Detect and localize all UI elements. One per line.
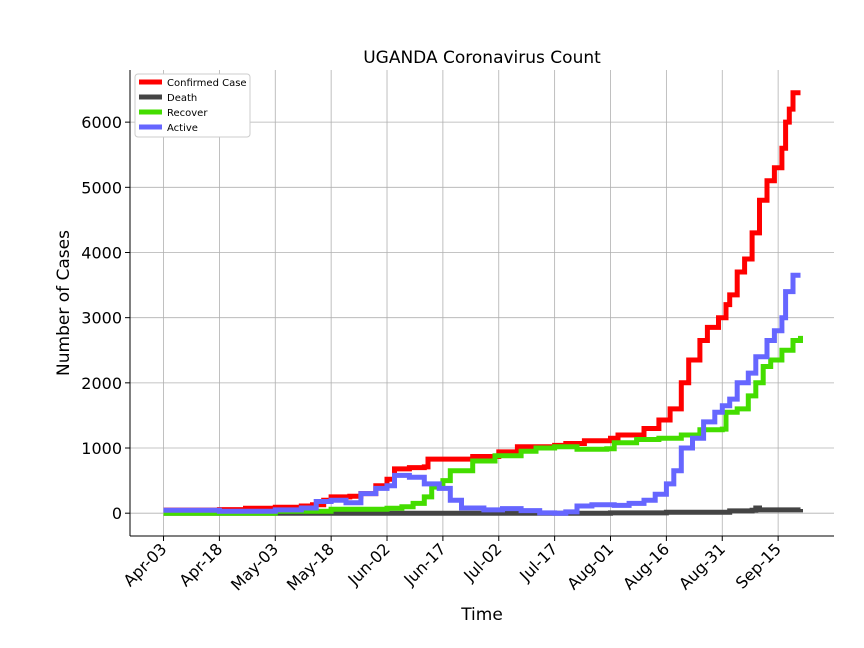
x-tick-label: Aug-16 [619, 539, 673, 593]
y-ticks: 0 1000 2000 3000 4000 5000 6000 [81, 113, 130, 523]
y-tick-label: 6000 [81, 113, 122, 132]
y-tick-label: 5000 [81, 178, 122, 197]
x-tick-label: Aug-01 [563, 539, 617, 593]
series-line-recover [163, 335, 803, 516]
axes [129, 70, 834, 537]
x-tick-label: May-03 [227, 539, 282, 594]
x-tick-label: Aug-31 [675, 539, 729, 593]
legend-label: Death [167, 93, 197, 104]
series-line-active [163, 272, 801, 516]
x-tick-label: Apr-18 [175, 539, 226, 590]
chart-title: UGANDA Coronavirus Count [363, 48, 601, 68]
x-tick-label: Jul-02 [459, 539, 505, 585]
legend-label: Active [167, 123, 198, 134]
x-axis-label: Time [460, 605, 503, 625]
x-tick-label: Jul-17 [515, 539, 561, 585]
y-tick-label: 0 [112, 504, 122, 523]
series-lines [163, 90, 803, 516]
x-ticks: Apr-03 Apr-18 May-03 May-18 Jun-02 Jun-17 Jul-… [120, 536, 785, 595]
legend: Confirmed Case Death Recover Active [134, 73, 251, 138]
y-tick-label: 1000 [81, 439, 122, 458]
legend-box [134, 73, 251, 138]
y-axis-label: Number of Cases [54, 230, 74, 376]
y-tick-label: 4000 [81, 243, 122, 262]
x-tick-label: Jun-02 [344, 539, 394, 589]
x-tick-label: Sep-15 [732, 539, 785, 592]
x-tick-label: Apr-03 [120, 539, 171, 590]
legend-label: Confirmed Case [167, 78, 247, 89]
legend-label: Recover [167, 108, 208, 119]
series-line-death [163, 505, 803, 516]
series-line-confirmed-case [163, 90, 801, 513]
x-tick-label: Jun-17 [399, 539, 449, 589]
x-tick-label: May-18 [283, 539, 338, 594]
y-tick-label: 3000 [81, 309, 122, 328]
y-tick-label: 2000 [81, 374, 122, 393]
